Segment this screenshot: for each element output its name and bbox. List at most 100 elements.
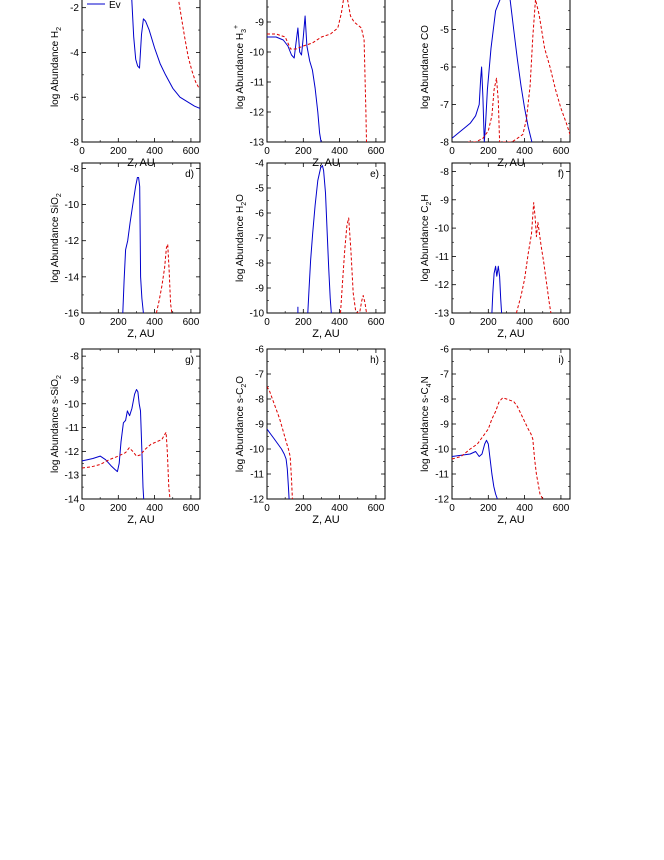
panel-7-ytick-label: -10 <box>65 399 80 410</box>
panel-6-xlabel: Z, AU <box>497 328 525 340</box>
panel-4-xtick-label: 200 <box>110 317 127 328</box>
panel-5-ytick-label: -4 <box>255 159 264 170</box>
panel-4-ytick-label: -14 <box>65 272 80 283</box>
panel-3-ylabel: log Abundance CO <box>420 25 431 109</box>
panel-2-ylabel-sup: + <box>233 25 240 29</box>
panel-9-ylabel: log Abundance s-C4N <box>420 376 433 472</box>
panel-6-ytick-label: -13 <box>435 309 450 320</box>
panel-2-ylabel: log Abundance H3+ <box>233 25 248 109</box>
panel-9-frame <box>451 348 571 500</box>
panel-1-ylabel-main: log Abundance H <box>50 31 61 107</box>
panel-3-ytick-label: -6 <box>440 63 449 74</box>
panel-2-xtick-label: 600 <box>368 146 385 157</box>
panel-4-ytick-label: -16 <box>65 309 80 320</box>
panel-1-xtick-label: 400 <box>146 146 163 157</box>
panel-9-series-group <box>452 397 544 499</box>
panel-7-xtick-label: 400 <box>146 503 163 514</box>
panel-1-series-blue-0 <box>131 0 200 109</box>
panel-9-xtick-label: 400 <box>516 503 533 514</box>
panel-6-series-red-1 <box>515 202 552 313</box>
panel-5-ytick-label: -8 <box>255 259 264 270</box>
panel-1-ytick-label: -4 <box>70 48 79 59</box>
panel-5-ytick-label: -5 <box>255 184 264 195</box>
panel-3-ytick-label: -5 <box>440 25 449 36</box>
panel-4-ylabel: log Abundance SiO2 <box>50 193 63 283</box>
panel-4-label: d) <box>185 169 194 180</box>
panel-7-series-group <box>82 389 171 499</box>
panel-1-ylabel-sub: 2 <box>56 27 63 31</box>
panel-1-frame <box>81 0 201 143</box>
panel-6-xtick-label: 600 <box>553 317 570 328</box>
panel-2-frame <box>266 0 386 143</box>
panel-1-series-red-1 <box>178 0 200 89</box>
panel-2-ytick-label: -12 <box>250 108 265 119</box>
panel-8-ytick-label: -10 <box>250 445 265 456</box>
panel-4-ytick-label: -8 <box>70 164 79 175</box>
panel-6-xtick-label: 400 <box>516 317 533 328</box>
panel-5-xtick-label: 400 <box>331 317 348 328</box>
panel-9-ylabel-sub: 4 <box>426 383 433 387</box>
panel-6-ytick-label: -9 <box>440 195 449 206</box>
panel-6-ytick-label: -8 <box>440 167 449 178</box>
panel-6-ylabel-sub: 2 <box>426 201 433 205</box>
panel-8-ytick-label: -7 <box>255 370 264 381</box>
panel-2-ytick-label: -9 <box>255 18 264 29</box>
panel-3-ylabel-main: log Abundance CO <box>420 25 431 109</box>
panel-6-series-group <box>491 202 552 313</box>
panel-5-label: e) <box>370 169 379 180</box>
panel-9-xtick-label: 600 <box>553 503 570 514</box>
panel-8-xtick-label: 400 <box>331 503 348 514</box>
panel-8-series-group <box>267 386 293 499</box>
panel-7-label: g) <box>185 355 194 366</box>
panel-5-frame <box>266 162 386 314</box>
panel-3-ytick-label: -8 <box>440 138 449 149</box>
panel-9-xtick-label: 200 <box>480 503 497 514</box>
panel-9-ytick-label: -6 <box>440 345 449 356</box>
panel-8-series-blue-0 <box>267 428 290 499</box>
panel-6: 0 200 400 600 -13 -12 -11 -10 -9 -8 Z, AU log Abund… <box>420 162 571 340</box>
panel-1-xtick-label: 0 <box>79 146 85 157</box>
panel-5-xtick-label: 200 <box>295 317 312 328</box>
panel-4-series-blue-0 <box>122 177 144 313</box>
panel-3-xtick-label: 600 <box>553 146 570 157</box>
panel-9-ytick-label: -8 <box>440 395 449 406</box>
panel-1-series-group <box>131 0 200 109</box>
panel-9-ytick-label: -12 <box>435 495 450 506</box>
panel-9-ytick-label: -9 <box>440 420 449 431</box>
panel-4-ylabel-sub: 2 <box>56 193 63 197</box>
panel-6-ylabel: log Abundance C2H <box>420 194 433 281</box>
panel-8-xlabel: Z, AU <box>312 514 340 526</box>
panel-7-ytick-label: -9 <box>70 375 79 386</box>
panel-2-series-group <box>267 0 367 142</box>
panel-3-series-group <box>452 0 570 142</box>
panel-3-xtick-label: 400 <box>516 146 533 157</box>
panel-4-xtick-label: 600 <box>183 317 200 328</box>
panel-8-xtick-label: 600 <box>368 503 385 514</box>
panel-3-xtick-label: 200 <box>480 146 497 157</box>
panel-4-ytick-label: -10 <box>65 200 80 211</box>
panel-7-ytick-label: -13 <box>65 471 80 482</box>
panel-9-xtick-label: 0 <box>449 503 455 514</box>
panel-4-ylabel-main: log Abundance SiO <box>50 197 61 283</box>
panel-7-ylabel: log Abundance s-SiO2 <box>50 375 63 473</box>
panel-7-ytick-label: -14 <box>65 495 80 506</box>
panel-4: 0 200 400 600 -16 -14 -12 -10 -8 Z, AU log Abundan… <box>50 162 201 340</box>
panel-9-series-red-1 <box>452 397 544 499</box>
panel-2-ylabel-main: log Abundance H <box>235 33 246 109</box>
panel-7-ytick-label: -11 <box>65 423 79 434</box>
panel-5-ytick-label: -6 <box>255 209 264 220</box>
panel-5-ytick-label: -9 <box>255 284 264 295</box>
panel-8-ylabel-main: log Abundance s-C <box>235 388 246 473</box>
panel-7-xtick-label: 0 <box>79 503 85 514</box>
panel-9-ytick-label: -7 <box>440 370 449 381</box>
panel-5-ylabel-tail: O <box>235 194 246 202</box>
panel-6-series-blue-0 <box>491 265 503 313</box>
panel-5-ylabel-main: log Abundance H <box>235 206 246 282</box>
panel-4-xtick-label: 0 <box>79 317 85 328</box>
panel-7-frame <box>81 348 201 500</box>
panel-6-ytick-label: -12 <box>435 280 450 291</box>
panel-3-series-red-1 <box>468 0 570 142</box>
panel-9: 0 200 400 600 -12 -11 -10 -9 -8 -7 -6 Z, AU log Abun… <box>420 345 571 526</box>
